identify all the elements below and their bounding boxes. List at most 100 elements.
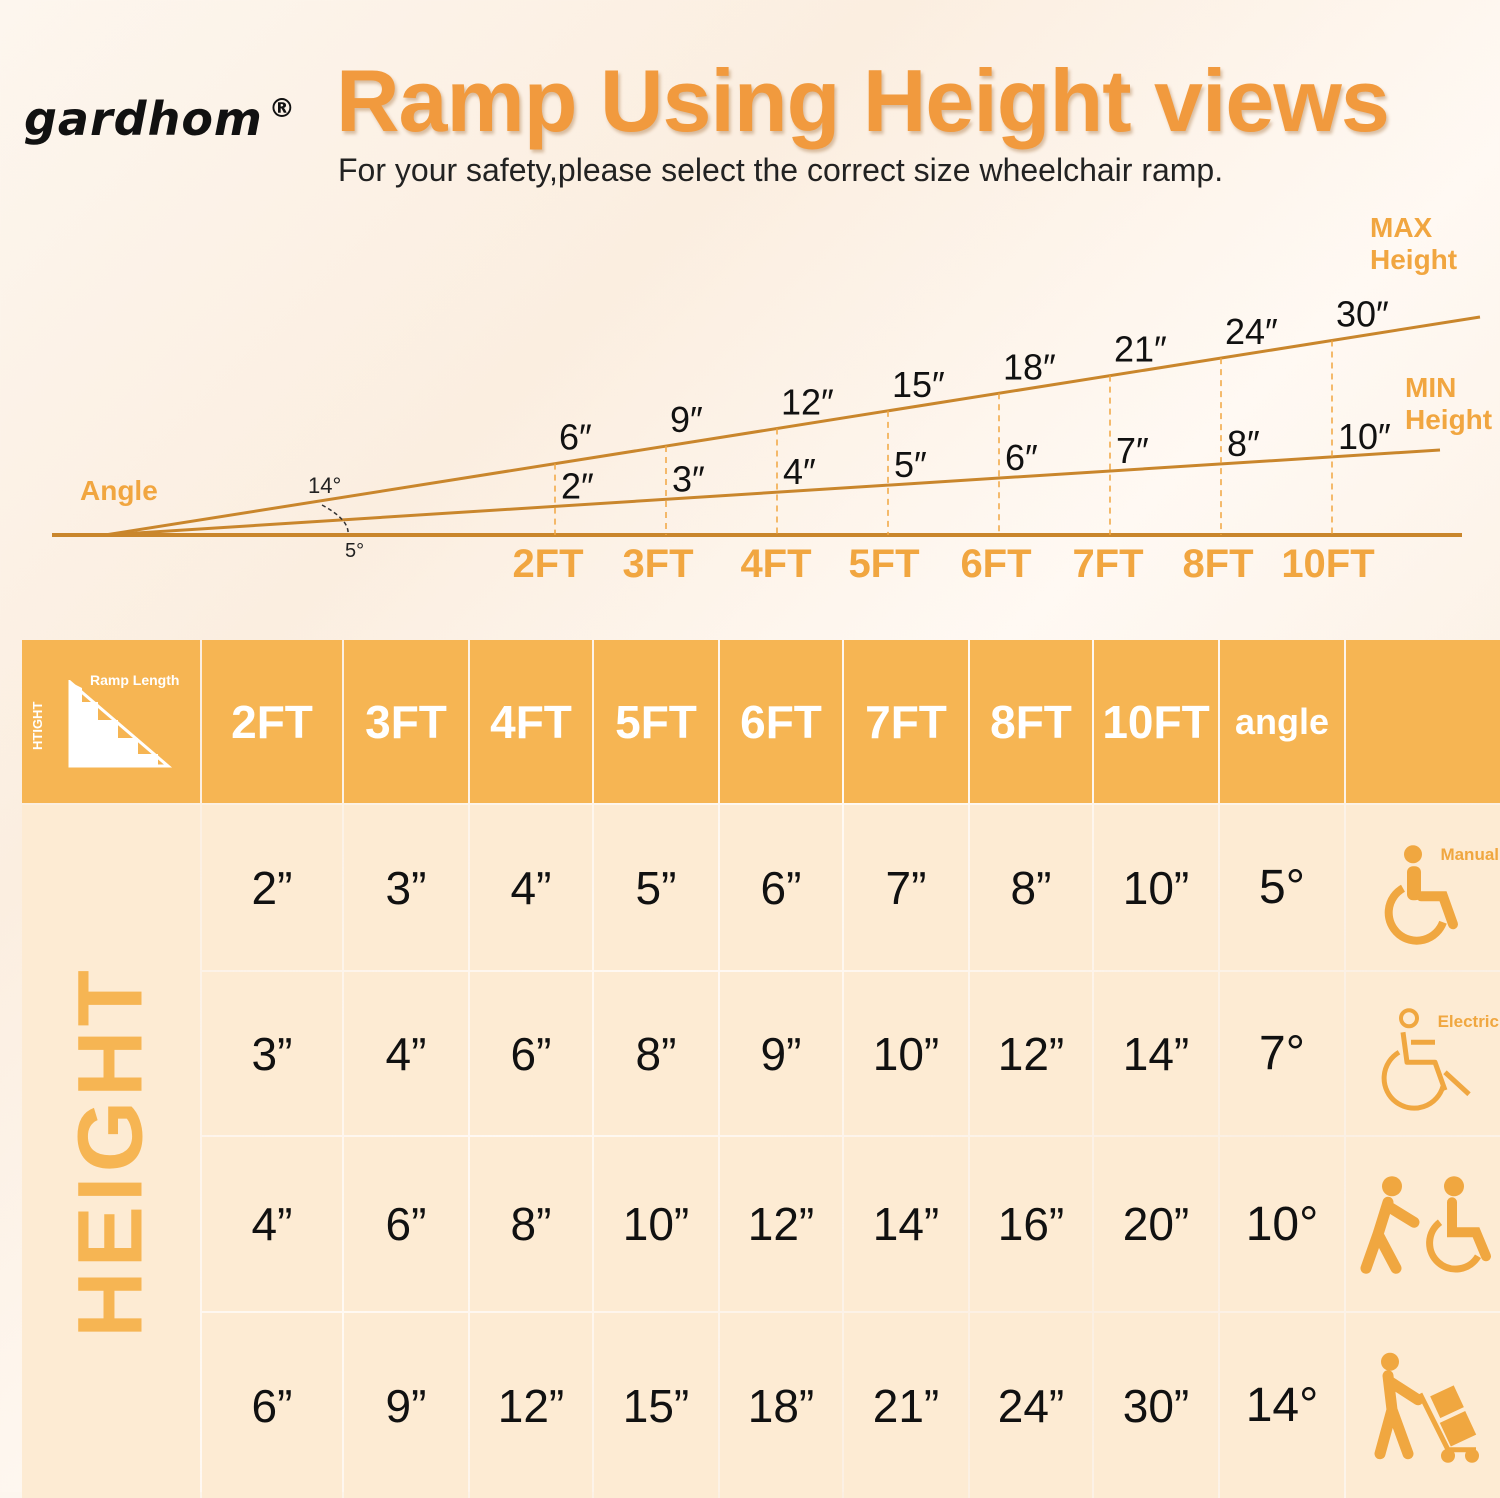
column-header: 4FT [470, 640, 592, 803]
min-label-line1: MIN [1405, 372, 1456, 403]
max-height-value: 9″ [670, 399, 703, 440]
column-header: 2FT [202, 640, 342, 803]
icon-caption: Manual [1440, 845, 1499, 864]
page-title: Ramp Using Height views [336, 51, 1390, 150]
column-header: 3FT [344, 640, 468, 803]
column-header: 7FT [844, 640, 968, 803]
min-angle-label: 5° [345, 540, 364, 562]
staircase-icon [68, 680, 173, 768]
row-icon-cell: Electric [1346, 972, 1500, 1135]
ramp-length-label: 3FT [622, 542, 693, 586]
min-height-value: 10″ [1338, 416, 1391, 457]
height-cell: 4” [202, 1137, 342, 1311]
ramp-length-label: 7FT [1072, 542, 1143, 586]
height-cell: 4” [344, 972, 468, 1135]
height-side-label: HEIGHT [22, 805, 200, 1498]
max-height-line [104, 315, 1481, 537]
row-icon-cell: Manual [1346, 805, 1500, 970]
angle-cell: 7° [1220, 972, 1344, 1135]
ramp-length-label: 5FT [848, 542, 919, 586]
height-cell: 8” [470, 1137, 592, 1311]
min-height-value: 3″ [672, 458, 705, 499]
height-cell: 8” [970, 805, 1092, 970]
ramp-length-label: 2FT [512, 542, 583, 586]
height-cell: 4” [470, 805, 592, 970]
page-subtitle: For your safety,please select the correc… [338, 152, 1224, 188]
max-label-line2: Height [1370, 244, 1457, 275]
column-header: 8FT [970, 640, 1092, 803]
column-header: 6FT [720, 640, 842, 803]
ramp-angle-diagram: Angle 14°5°MAXHeightMINHeight6″2″2FT9″3″3… [52, 212, 1492, 586]
ramp-length-label: 10FT [1281, 542, 1374, 586]
height-cell: 9” [344, 1313, 468, 1498]
height-cell: 24” [970, 1313, 1092, 1498]
angle-label: Angle [80, 475, 158, 506]
height-cell: 15” [594, 1313, 718, 1498]
max-label-line1: MAX [1370, 212, 1433, 243]
angle-cell: 5° [1220, 805, 1344, 970]
height-cell: 10” [844, 972, 968, 1135]
height-cell: 21” [844, 1313, 968, 1498]
height-cell: 7” [844, 805, 968, 970]
height-cell: 14” [844, 1137, 968, 1311]
column-header: 10FT [1094, 640, 1218, 803]
ramp-length-label: 8FT [1182, 542, 1253, 586]
max-height-value: 15″ [892, 364, 945, 405]
height-cell: 20” [1094, 1137, 1218, 1311]
max-height-value: 12″ [781, 381, 834, 422]
assisted-wheelchair-icon [1358, 1172, 1498, 1287]
height-cell: 10” [594, 1137, 718, 1311]
ramp-size-table: Ramp Length HTIGHT 2FT 3FT 4FT 5FT 6FT 7FT 8FT 10… [22, 640, 1500, 1498]
max-height-value: 30″ [1336, 293, 1389, 334]
icon-caption: Electric [1437, 1012, 1499, 1031]
max-height-value: 24″ [1225, 311, 1278, 352]
registered-mark: ® [268, 94, 296, 124]
min-height-value: 2″ [561, 465, 594, 506]
height-cell: 12” [470, 1313, 592, 1498]
table-corner-cell: Ramp Length HTIGHT [22, 640, 200, 803]
height-cell: 8” [594, 972, 718, 1135]
hand-truck-icon [1368, 1349, 1488, 1474]
height-cell: 12” [720, 1137, 842, 1311]
min-height-value: 7″ [1116, 430, 1149, 471]
column-header: 5FT [594, 640, 718, 803]
height-cell: 6” [720, 805, 842, 970]
brand-logo: gardhom ® [24, 92, 296, 146]
icon-column-header [1346, 640, 1500, 803]
height-cell: 14” [1094, 972, 1218, 1135]
height-cell: 12” [970, 972, 1092, 1135]
max-angle-label: 14° [308, 473, 341, 498]
angle-cell: 14° [1220, 1313, 1344, 1498]
height-caption: HTIGHT [30, 701, 45, 750]
brand-name: gardhom [24, 92, 263, 146]
height-side-text: HEIGHT [59, 965, 162, 1338]
ramp-length-caption: Ramp Length [90, 672, 180, 688]
min-height-value: 6″ [1005, 437, 1038, 478]
ramp-length-label: 6FT [960, 542, 1031, 586]
min-height-line [104, 448, 1441, 537]
height-cell: 6” [470, 972, 592, 1135]
height-cell: 3” [202, 972, 342, 1135]
height-cell: 16” [970, 1137, 1092, 1311]
row-icon-cell [1346, 1137, 1500, 1311]
min-height-value: 4″ [783, 451, 816, 492]
row-icon-cell [1346, 1313, 1500, 1498]
angle-cell: 10° [1220, 1137, 1344, 1311]
max-height-value: 18″ [1003, 346, 1056, 387]
height-cell: 3” [344, 805, 468, 970]
max-height-value: 21″ [1114, 329, 1167, 370]
ramp-length-label: 4FT [740, 542, 811, 586]
max-height-value: 6″ [559, 417, 592, 458]
electric-wheelchair-icon [1373, 1002, 1483, 1117]
min-height-value: 8″ [1227, 423, 1260, 464]
height-cell: 18” [720, 1313, 842, 1498]
height-cell: 6” [344, 1137, 468, 1311]
column-header: angle [1220, 640, 1344, 803]
height-cell: 10” [1094, 805, 1218, 970]
height-cell: 30” [1094, 1313, 1218, 1498]
height-cell: 9” [720, 972, 842, 1135]
height-cell: 2” [202, 805, 342, 970]
min-label-line2: Height [1405, 404, 1492, 435]
height-cell: 5” [594, 805, 718, 970]
min-height-value: 5″ [894, 444, 927, 485]
